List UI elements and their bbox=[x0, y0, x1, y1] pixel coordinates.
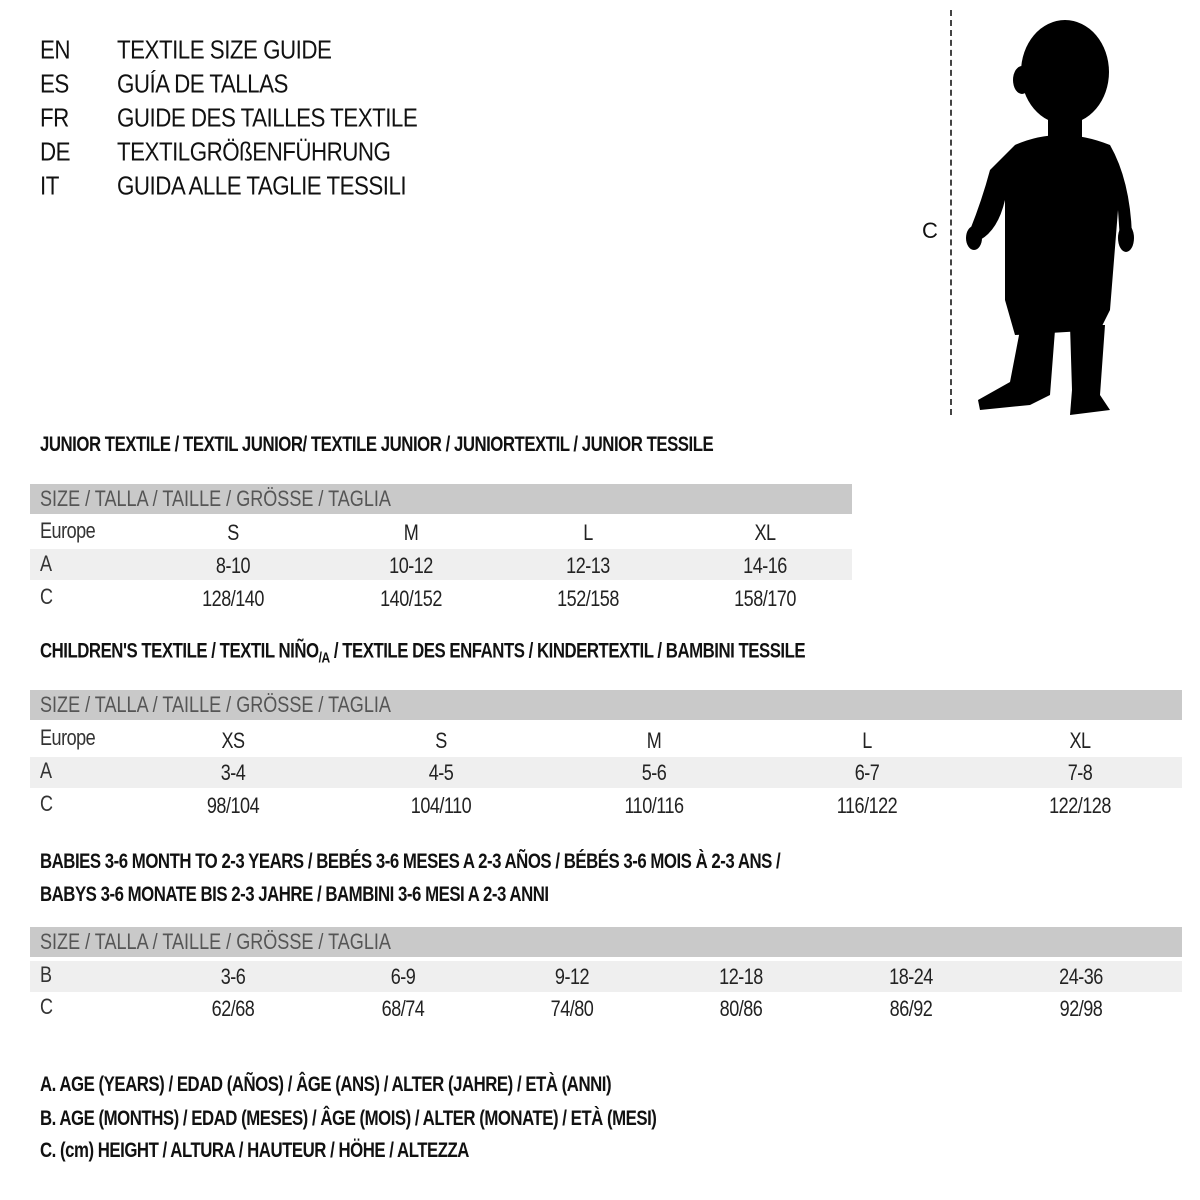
lang-code: IT bbox=[40, 170, 59, 201]
table-cell: M bbox=[403, 520, 419, 545]
row-label: C bbox=[40, 791, 53, 816]
alt-row-bg bbox=[30, 549, 852, 580]
junior-size-header: SIZE / TALLA / TAILLE / GRÖSSE / TAGLIA bbox=[30, 484, 852, 514]
table-cell: 12-18 bbox=[719, 964, 763, 989]
table-cell: 98/104 bbox=[206, 793, 260, 818]
child-silhouette-icon bbox=[966, 20, 1134, 415]
row-label: Europe bbox=[40, 725, 96, 750]
table-cell: 110/116 bbox=[624, 793, 684, 818]
table-cell: 7-8 bbox=[1067, 760, 1093, 785]
children-title: CHILDREN'S TEXTILE / TEXTIL NIÑO/A / TEX… bbox=[40, 639, 806, 667]
table-cell: 24-36 bbox=[1059, 964, 1103, 989]
children-size-header: SIZE / TALLA / TAILLE / GRÖSSE / TAGLIA bbox=[30, 690, 1182, 720]
alt-row-bg bbox=[30, 757, 1182, 788]
lang-code: EN bbox=[40, 34, 71, 65]
size-header-label: SIZE / TALLA / TAILLE / GRÖSSE / TAGLIA bbox=[40, 486, 391, 511]
lang-code: ES bbox=[40, 68, 69, 99]
legend-item: B. AGE (MONTHS) / EDAD (MESES) / ÂGE (MO… bbox=[40, 1107, 657, 1130]
lang-title: GUIDA ALLE TAGLIE TESSILI bbox=[117, 170, 407, 201]
table-cell: 18-24 bbox=[889, 964, 933, 989]
table-cell: 8-10 bbox=[215, 553, 251, 578]
table-cell: 122/128 bbox=[1049, 793, 1111, 818]
lang-title: TEXTILGRÖßENFÜHRUNG bbox=[117, 136, 391, 167]
lang-title: GUIDE DES TAILLES TEXTILE bbox=[117, 102, 418, 133]
lang-title: GUÍA DE TALLAS bbox=[117, 68, 288, 99]
lang-code: DE bbox=[40, 136, 71, 167]
table-cell: 9-12 bbox=[554, 964, 590, 989]
size-header-label: SIZE / TALLA / TAILLE / GRÖSSE / TAGLIA bbox=[40, 692, 391, 717]
table-cell: 104/110 bbox=[410, 793, 472, 818]
table-cell: 14-16 bbox=[743, 553, 787, 578]
children-title-rest: / TEXTILE DES ENFANTS / KINDERTEXTIL / B… bbox=[329, 639, 806, 663]
table-cell: 4-5 bbox=[428, 760, 454, 785]
table-cell: L bbox=[583, 520, 593, 545]
table-cell: 6-9 bbox=[390, 964, 416, 989]
table-cell: 5-6 bbox=[641, 760, 667, 785]
height-label: C bbox=[922, 218, 938, 243]
table-cell: 86/92 bbox=[889, 996, 933, 1021]
table-cell: 140/152 bbox=[380, 586, 442, 611]
table-cell: 3-6 bbox=[220, 964, 246, 989]
alt-row-bg bbox=[30, 961, 1182, 992]
row-label: B bbox=[40, 962, 52, 987]
junior-title: JUNIOR TEXTILE / TEXTIL JUNIOR/ TEXTILE … bbox=[40, 433, 714, 456]
table-cell: 68/74 bbox=[381, 996, 425, 1021]
table-cell: XL bbox=[754, 520, 776, 545]
row-label: C bbox=[40, 994, 53, 1019]
table-cell: 10-12 bbox=[389, 553, 433, 578]
table-cell: XL bbox=[1069, 728, 1091, 753]
table-cell: 152/158 bbox=[557, 586, 619, 611]
legend-item: A. AGE (YEARS) / EDAD (AÑOS) / ÂGE (ANS)… bbox=[40, 1073, 612, 1096]
table-cell: XS bbox=[221, 728, 245, 753]
babies-title-line2: BABYS 3-6 MONATE BIS 2-3 JAHRE / BAMBINI… bbox=[40, 883, 549, 906]
table-cell: S bbox=[435, 728, 447, 753]
table-cell: M bbox=[646, 728, 662, 753]
table-cell: S bbox=[227, 520, 239, 545]
table-cell: 3-4 bbox=[220, 760, 246, 785]
table-cell: 74/80 bbox=[550, 996, 594, 1021]
table-cell: 62/68 bbox=[211, 996, 255, 1021]
row-label: C bbox=[40, 584, 53, 609]
row-label: A bbox=[40, 758, 52, 783]
babies-title-line1: BABIES 3-6 MONTH TO 2-3 YEARS / BEBÉS 3-… bbox=[40, 850, 781, 873]
table-cell: 92/98 bbox=[1059, 996, 1103, 1021]
table-cell: 80/86 bbox=[719, 996, 763, 1021]
table-cell: 12-13 bbox=[566, 553, 610, 578]
children-title-sub: /A bbox=[318, 649, 331, 667]
height-figure: C bbox=[900, 0, 1160, 420]
table-cell: 116/122 bbox=[836, 793, 898, 818]
table-cell: L bbox=[862, 728, 872, 753]
height-dashed-line bbox=[950, 10, 952, 415]
table-cell: 128/140 bbox=[202, 586, 264, 611]
row-label: Europe bbox=[40, 518, 96, 543]
table-cell: 158/170 bbox=[734, 586, 796, 611]
lang-code: FR bbox=[40, 102, 69, 133]
row-label: A bbox=[40, 551, 52, 576]
babies-size-header: SIZE / TALLA / TAILLE / GRÖSSE / TAGLIA bbox=[30, 927, 1182, 957]
lang-title: TEXTILE SIZE GUIDE bbox=[117, 34, 332, 65]
children-title-main: CHILDREN'S TEXTILE / TEXTIL NIÑO bbox=[40, 639, 319, 663]
legend-item: C. (cm) HEIGHT / ALTURA / HAUTEUR / HÖHE… bbox=[40, 1139, 469, 1162]
size-header-label: SIZE / TALLA / TAILLE / GRÖSSE / TAGLIA bbox=[40, 929, 391, 954]
table-cell: 6-7 bbox=[854, 760, 880, 785]
